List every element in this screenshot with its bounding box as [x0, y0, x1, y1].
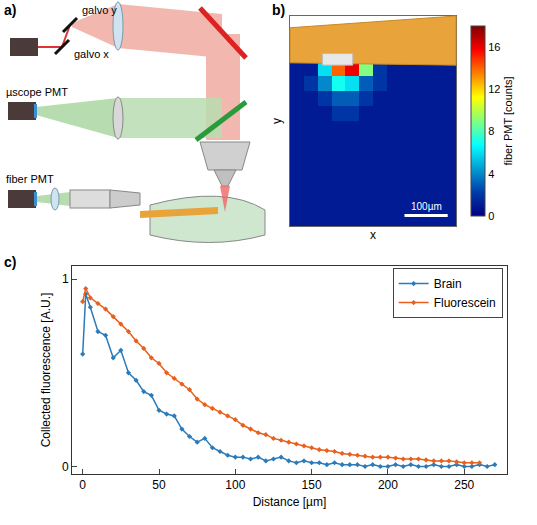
svg-text:12: 12 — [488, 83, 500, 95]
svg-text:16: 16 — [488, 41, 500, 53]
svg-text:100µm: 100µm — [411, 201, 442, 212]
svg-text:0: 0 — [79, 478, 86, 492]
svg-text:Collected fluorescence [A.U.]: Collected fluorescence [A.U.] — [39, 293, 53, 448]
svg-text:100: 100 — [225, 478, 245, 492]
svg-text:Brain: Brain — [434, 277, 462, 291]
html-text:a): a) — [4, 2, 17, 18]
svg-text:50: 50 — [152, 478, 166, 492]
svg-text:x: x — [370, 228, 376, 242]
svg-text:y: y — [270, 118, 284, 124]
html-text:c): c) — [4, 254, 17, 270]
svg-text:galvo x: galvo x — [74, 48, 109, 60]
html-text:b): b) — [272, 2, 286, 18]
svg-text:250: 250 — [454, 478, 474, 492]
svg-text:4: 4 — [488, 168, 494, 180]
svg-text:Distance [µm]: Distance [µm] — [253, 495, 327, 509]
svg-text:µscope PMT: µscope PMT — [6, 86, 68, 98]
svg-text:1: 1 — [62, 272, 69, 286]
svg-text:0: 0 — [62, 460, 69, 474]
svg-text:fiber PMT [counts]: fiber PMT [counts] — [502, 76, 514, 165]
svg-text:Fluorescein: Fluorescein — [434, 296, 496, 310]
svg-text:200: 200 — [378, 478, 398, 492]
svg-text:8: 8 — [488, 125, 494, 137]
svg-text:galvo y: galvo y — [82, 4, 117, 16]
svg-text:150: 150 — [302, 478, 322, 492]
svg-text:fiber PMT: fiber PMT — [6, 173, 54, 185]
svg-text:0: 0 — [488, 210, 494, 222]
